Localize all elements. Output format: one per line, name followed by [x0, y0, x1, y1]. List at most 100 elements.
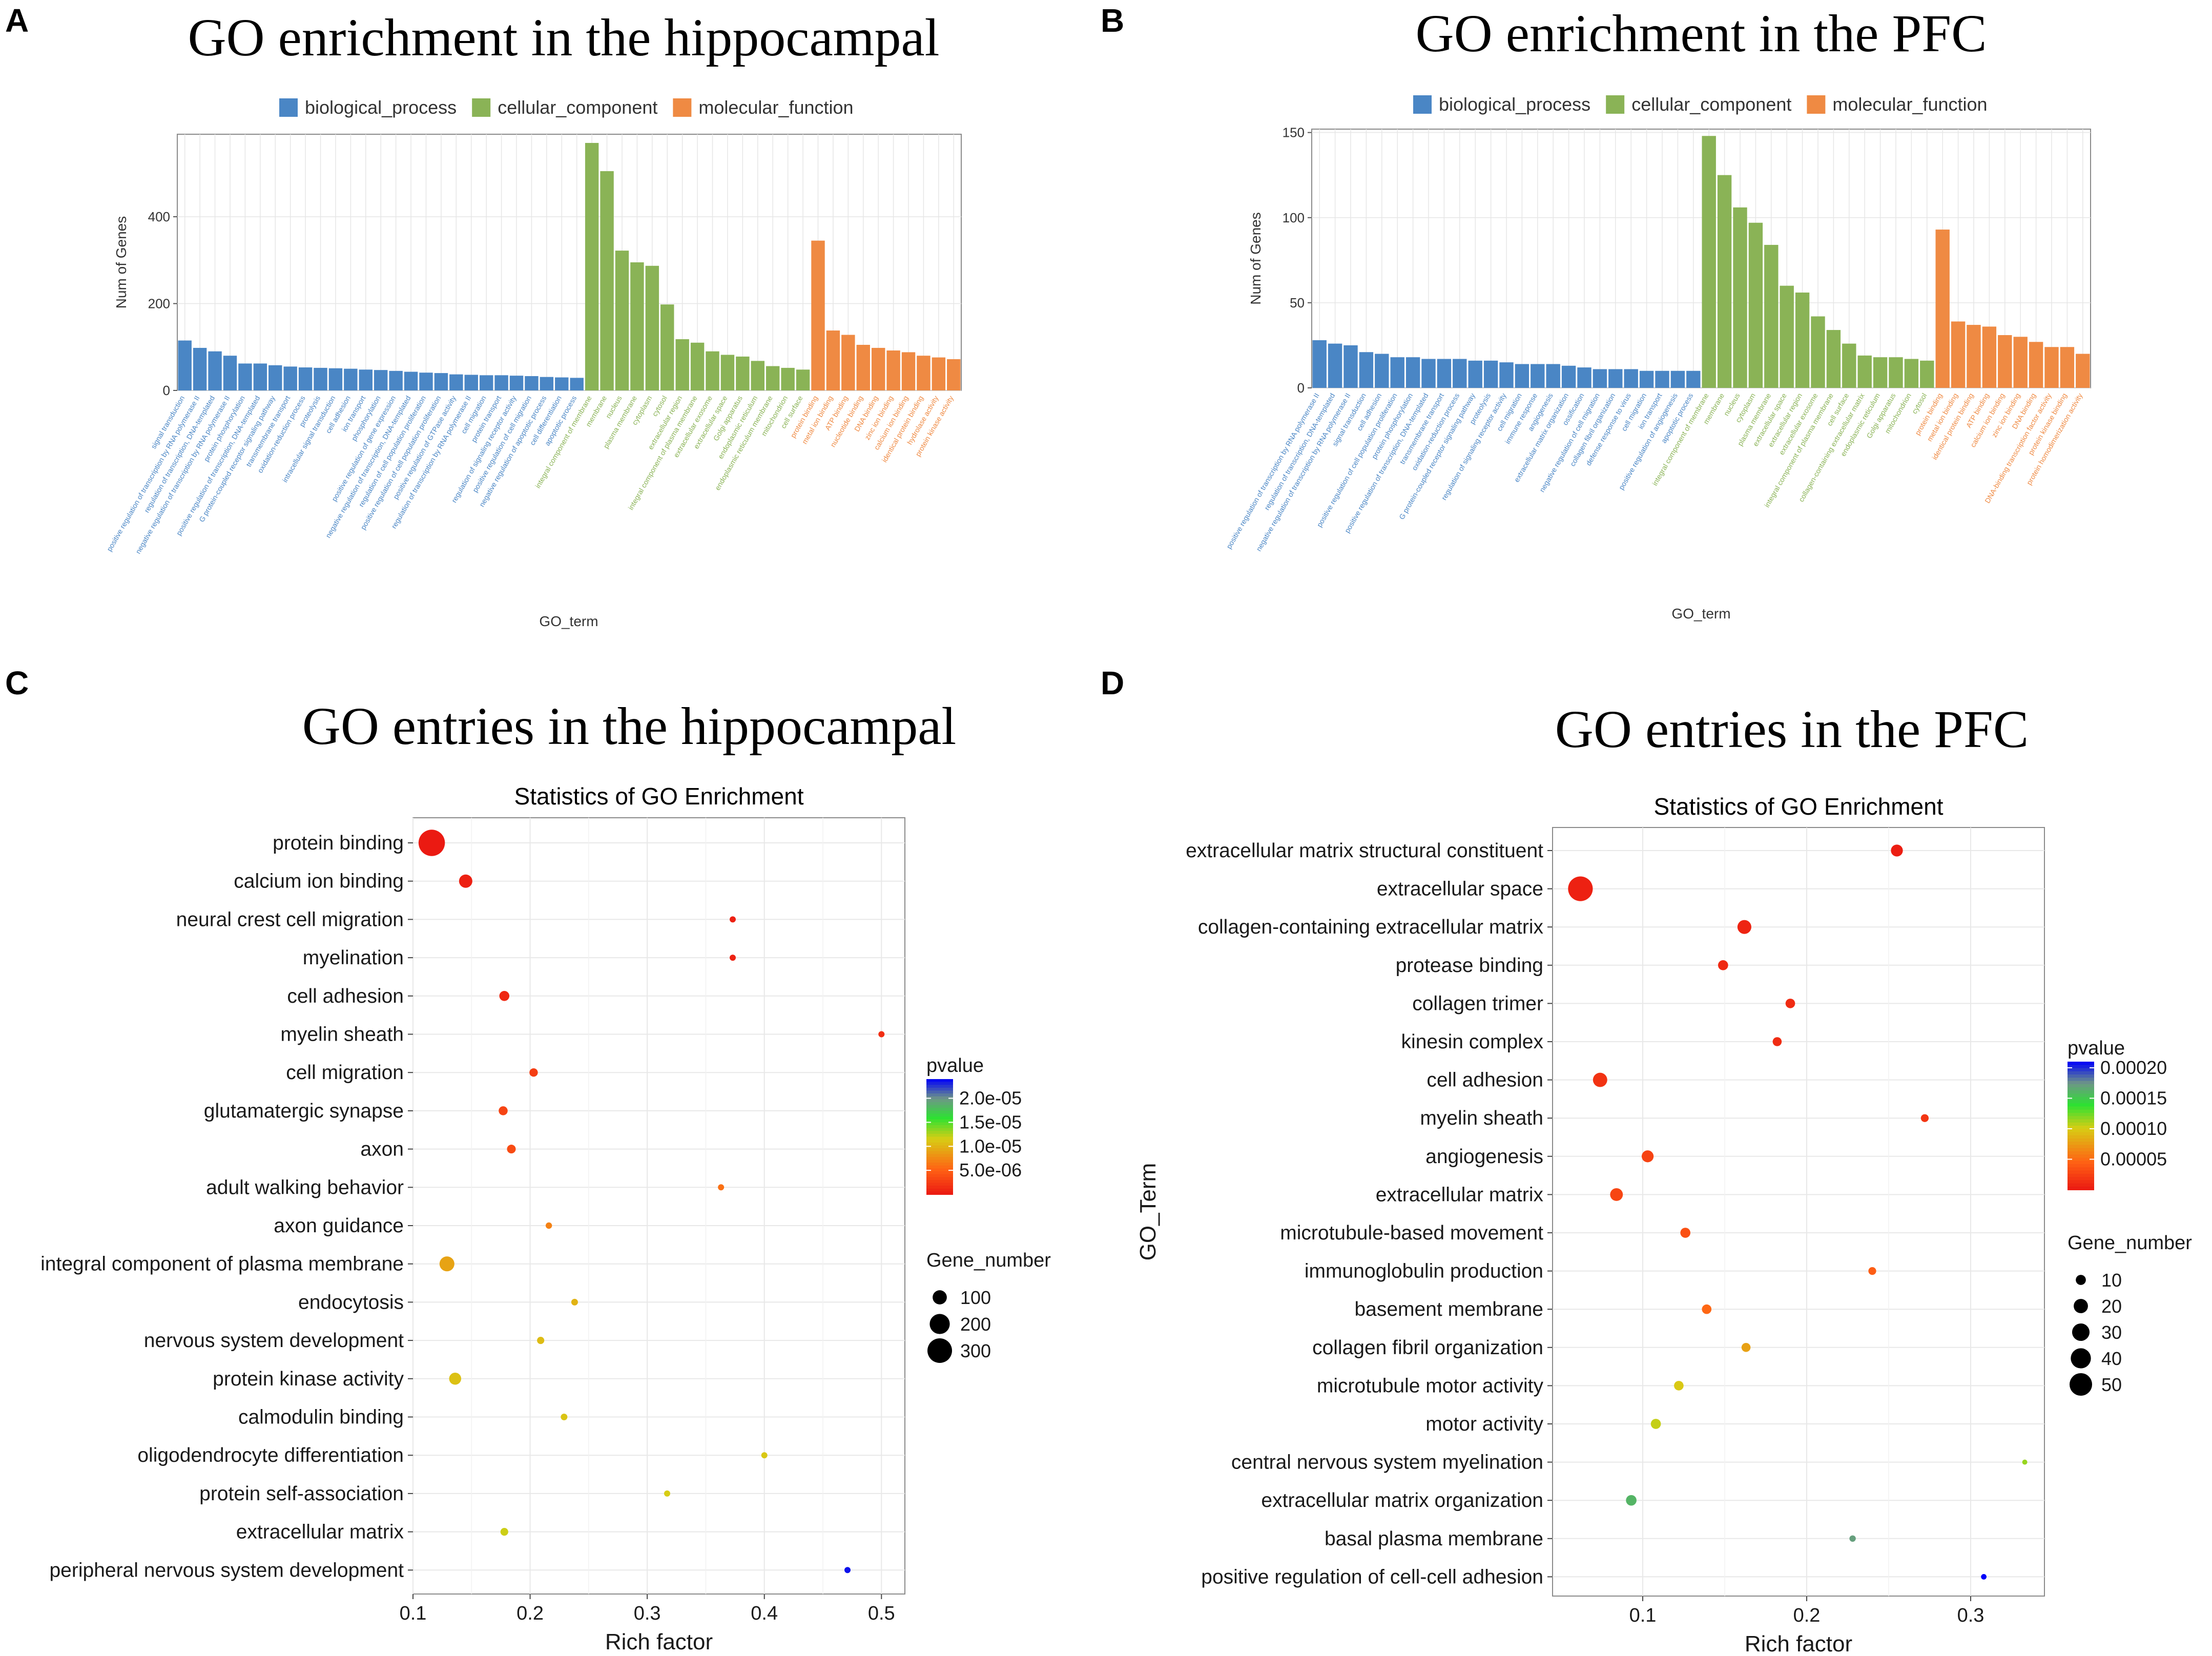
bar — [841, 335, 855, 390]
bar — [2013, 337, 2028, 388]
colorbar-label: 0.00015 — [2100, 1087, 2167, 1108]
term-label: calmodulin binding — [238, 1406, 404, 1429]
data-point — [1568, 876, 1593, 901]
legend-label: cellular_component — [1631, 94, 1791, 115]
bar — [374, 370, 388, 390]
bar — [570, 378, 584, 390]
term-label: positive regulation of cell-cell adhesio… — [1201, 1566, 1543, 1588]
colorbar-segment — [2068, 1084, 2094, 1088]
data-point — [1868, 1267, 1876, 1275]
bar — [389, 370, 403, 390]
colorbar-segment — [926, 1110, 953, 1114]
size-legend-circle — [933, 1290, 947, 1305]
size-legend-label: 10 — [2101, 1270, 2122, 1291]
term-label: angiogenesis — [1425, 1146, 1543, 1168]
colorbar-segment — [2068, 1109, 2094, 1113]
colorbar-segment — [2068, 1113, 2094, 1117]
bar — [494, 375, 508, 390]
colorbar-segment — [926, 1079, 953, 1083]
term-label: microtubule-based movement — [1280, 1222, 1543, 1244]
x-tick-label: 0.2 — [516, 1603, 544, 1624]
bar — [283, 366, 297, 390]
bar — [645, 265, 659, 390]
bar — [1437, 359, 1452, 388]
legend-label: molecular_function — [1832, 94, 1987, 115]
bar — [479, 375, 493, 390]
colorbar-segment — [2068, 1103, 2094, 1107]
term-label: axon guidance — [274, 1215, 404, 1237]
bar — [1733, 207, 1747, 388]
bar — [781, 367, 795, 390]
colorbar-segment — [2068, 1116, 2094, 1120]
x-tick-label: 0.1 — [400, 1603, 427, 1624]
bar — [509, 376, 524, 390]
colorbar-segment — [926, 1119, 953, 1123]
colorbar-segment — [2068, 1142, 2094, 1146]
bar — [1920, 360, 1934, 388]
colorbar-segment — [926, 1131, 953, 1134]
term-label: collagen trimer — [1412, 992, 1543, 1015]
bar — [1390, 357, 1404, 388]
data-point — [439, 1256, 454, 1272]
size-legend-circle — [2076, 1275, 2086, 1285]
data-point — [1641, 1150, 1654, 1163]
y-tick-label: 400 — [148, 209, 170, 224]
data-point — [1741, 1343, 1751, 1352]
x-tick-label: 0.2 — [1793, 1605, 1821, 1626]
bar — [314, 367, 327, 390]
colorbar-segment — [2068, 1132, 2094, 1136]
colorbar-segment — [926, 1186, 953, 1189]
data-point — [1920, 1114, 1929, 1122]
legend-swatch — [1413, 95, 1432, 114]
data-point — [718, 1184, 725, 1191]
colorbar-segment — [926, 1160, 953, 1164]
bar — [2060, 347, 2075, 388]
colorbar-segment — [926, 1090, 953, 1094]
term-label: extracellular matrix organization — [1261, 1489, 1543, 1512]
bar — [464, 375, 478, 390]
data-point — [761, 1452, 768, 1459]
bar — [1904, 359, 1919, 388]
colorbar-segment — [926, 1171, 953, 1175]
bar — [449, 374, 463, 390]
colorbar-segment — [926, 1163, 953, 1166]
data-point — [1891, 844, 1903, 857]
data-point — [449, 1373, 462, 1385]
colorbar-segment — [926, 1191, 953, 1195]
bar — [1748, 222, 1763, 388]
bar — [298, 367, 313, 390]
colorbar-segment — [926, 1122, 953, 1126]
bar — [675, 339, 689, 390]
colorbar-segment — [2068, 1183, 2094, 1187]
data-point — [571, 1298, 578, 1306]
bar — [359, 369, 373, 390]
colorbar-segment — [926, 1085, 953, 1088]
term-label: microtubule motor activity — [1317, 1375, 1544, 1397]
term-label: integral component of plasma membrane — [40, 1253, 404, 1275]
panel-label: A — [5, 2, 29, 39]
bar — [208, 351, 222, 390]
data-point — [1650, 1419, 1661, 1429]
colorbar-segment — [2068, 1135, 2094, 1139]
term-label: protein binding — [273, 832, 404, 854]
term-label: protease binding — [1396, 955, 1543, 977]
x-axis-title: GO_term — [1671, 606, 1730, 622]
colorbar-segment — [926, 1145, 953, 1149]
colorbar-segment — [926, 1128, 953, 1132]
colorbar-label: 1.5e-05 — [959, 1111, 1022, 1132]
term-label: axon — [360, 1138, 404, 1161]
colorbar-segment — [2068, 1164, 2094, 1168]
data-point — [499, 991, 510, 1001]
bar — [1951, 321, 1966, 388]
legend-label: molecular_function — [698, 97, 853, 118]
size-legend-title: Gene_number — [926, 1250, 1051, 1271]
data-point — [1593, 1072, 1607, 1087]
term-label: kinesin complex — [1401, 1031, 1544, 1053]
bar — [2044, 347, 2059, 388]
bar — [1359, 352, 1374, 388]
colorbar-segment — [926, 1183, 953, 1187]
size-legend-label: 20 — [2101, 1296, 2122, 1317]
bar — [2029, 342, 2043, 388]
bar — [1608, 369, 1623, 388]
colorbar-segment — [926, 1108, 953, 1111]
